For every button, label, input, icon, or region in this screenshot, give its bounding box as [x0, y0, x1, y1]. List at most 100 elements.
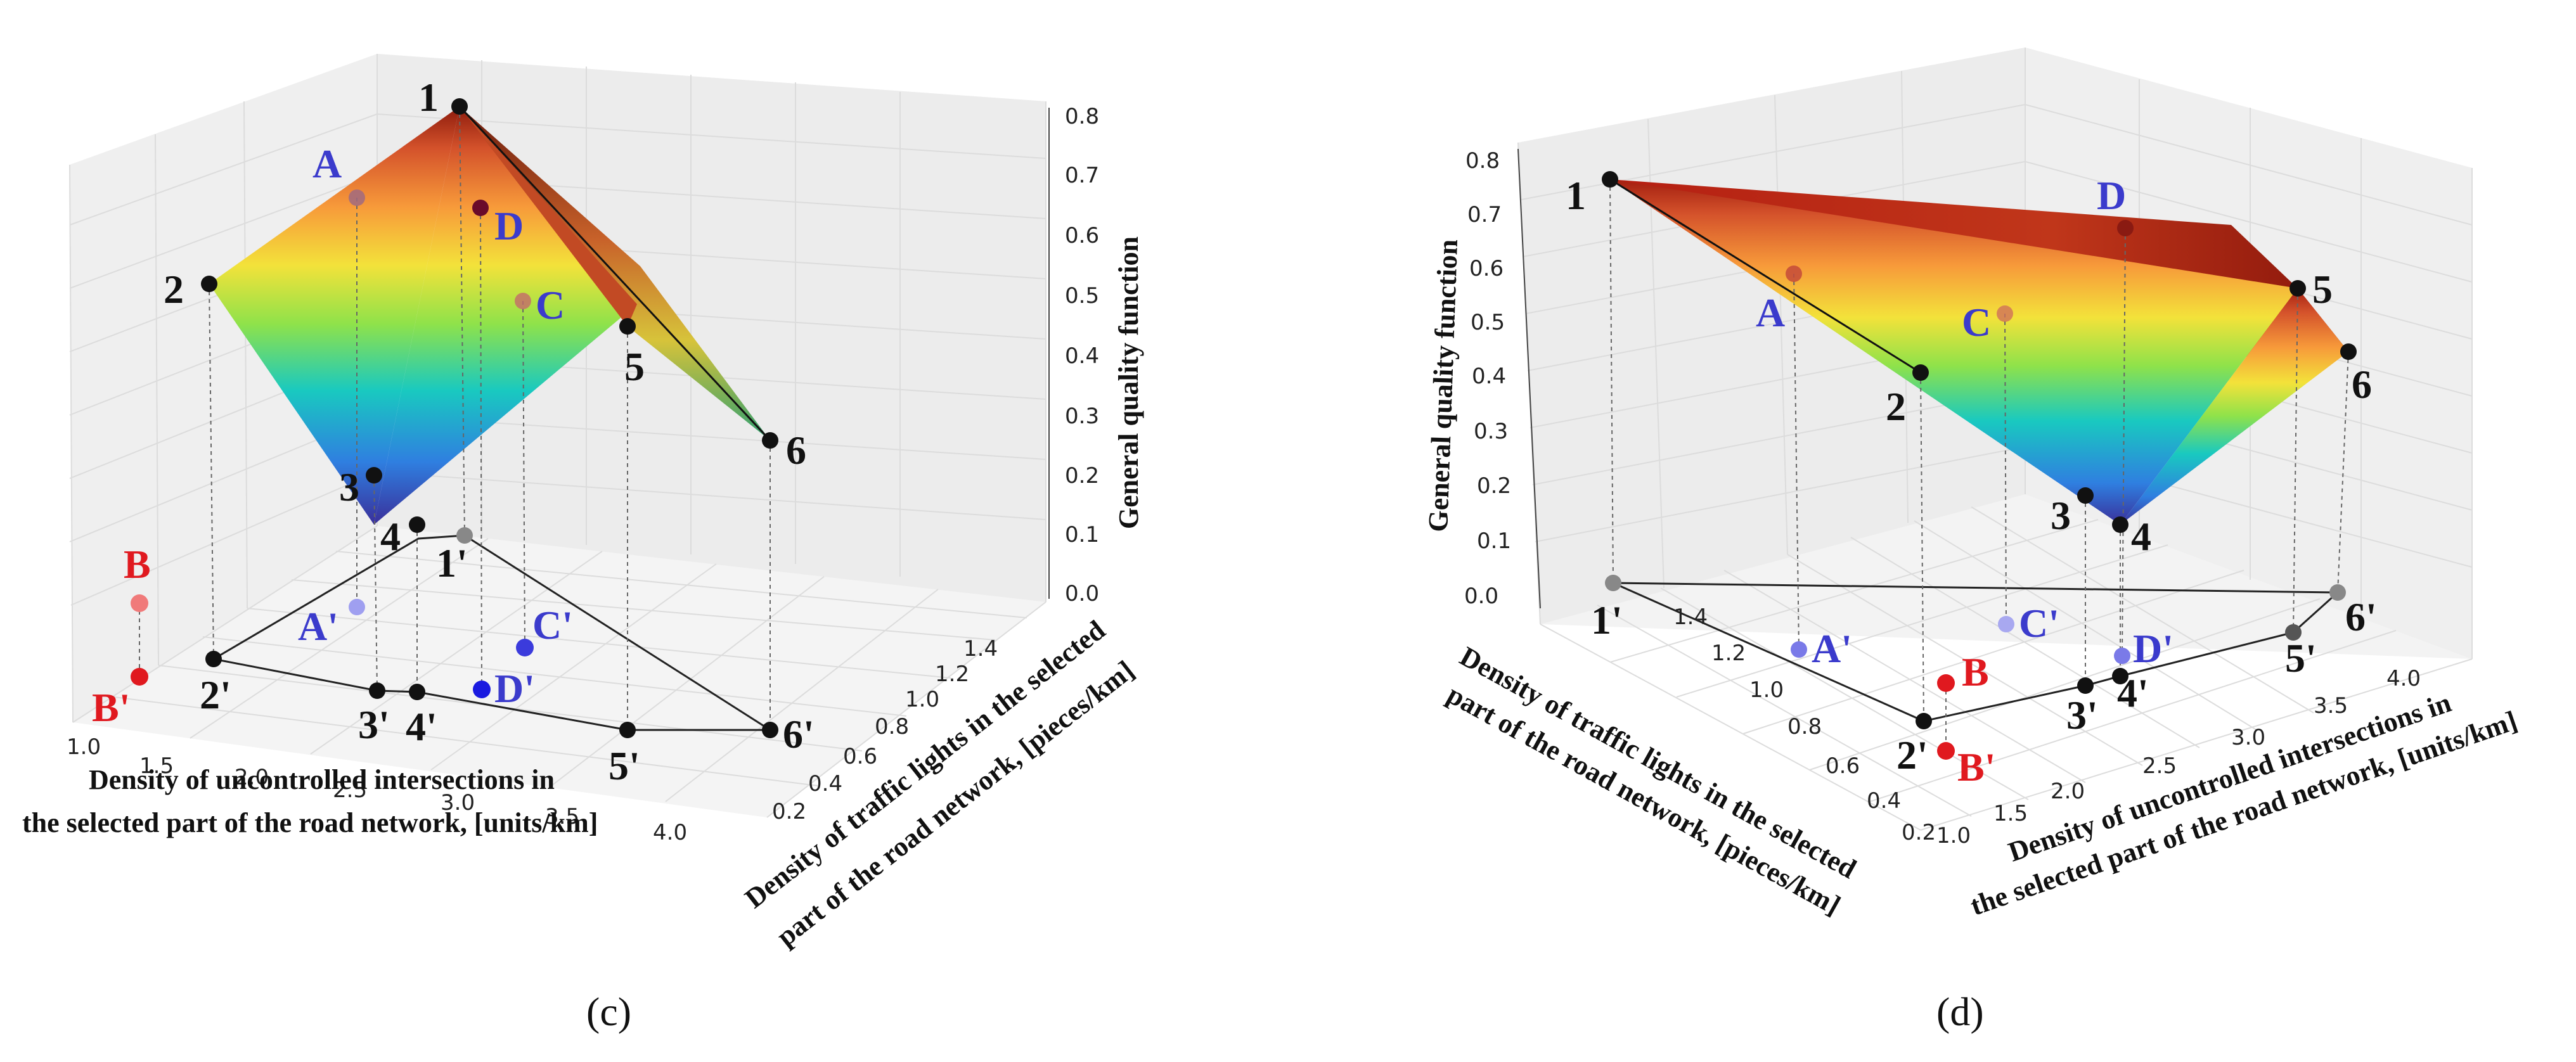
x-tick: 4.0 — [653, 820, 687, 845]
label-3prime: 3' — [358, 702, 390, 747]
panel-c-surface — [209, 105, 771, 525]
surface-point-2 — [1912, 364, 1929, 381]
z-tick: 0.1 — [1477, 528, 1511, 554]
surface-point-4 — [409, 516, 425, 533]
x-tick: 2.5 — [333, 777, 367, 803]
label-Cprime: C' — [2019, 601, 2059, 646]
surface-point-6 — [2340, 343, 2357, 360]
x-tick: 2.0 — [235, 765, 269, 790]
base-point-D — [473, 681, 491, 698]
panel-c-x-axis: 1.0 1.5 2.0 2.5 3.0 3.5 4.0 Density of u… — [22, 734, 687, 845]
panel-c-points — [201, 98, 778, 738]
base-point-C — [516, 639, 534, 656]
label-4prime: 4' — [2117, 670, 2149, 715]
panel-d-projections — [1609, 179, 2349, 751]
label-4: 4 — [2131, 514, 2151, 559]
z-tick: 0.5 — [1065, 283, 1099, 309]
label-6: 6 — [2352, 362, 2372, 407]
test-point-B — [1937, 674, 1955, 692]
label-C: C — [1962, 300, 1991, 345]
label-6: 6 — [786, 428, 806, 473]
base-point-B — [131, 668, 148, 686]
test-point-C — [515, 293, 531, 309]
label-C: C — [536, 283, 565, 328]
z-tick: 0.2 — [1477, 473, 1511, 499]
x-tick: 4.0 — [2386, 666, 2421, 691]
z-axis-label: General quality function — [1422, 239, 1464, 532]
label-2prime: 2' — [200, 672, 231, 717]
z-tick: 0.2 — [1065, 463, 1099, 489]
label-2prime: 2' — [1897, 733, 1928, 777]
surface-face — [1610, 179, 2298, 525]
label-5: 5 — [2312, 267, 2333, 312]
surface-face — [2120, 288, 2348, 525]
surface-point-1 — [451, 98, 468, 115]
z-tick: 0.3 — [1065, 404, 1099, 429]
label-1prime: 1' — [436, 541, 468, 585]
label-Dprime: D' — [494, 666, 535, 711]
label-1: 1 — [418, 75, 439, 120]
z-tick: 0.6 — [1065, 223, 1099, 248]
x-tick: 3.5 — [2314, 693, 2348, 719]
y-tick: 0.4 — [808, 771, 842, 796]
base-point-A — [349, 599, 365, 615]
x-tick: 2.0 — [2051, 779, 2085, 804]
label-1prime: 1' — [1591, 598, 1623, 643]
y-tick: 0.2 — [1902, 820, 1936, 845]
x-tick: 3.0 — [441, 790, 475, 816]
panel-d-surface — [1609, 178, 2348, 525]
z-tick: 0.1 — [1065, 522, 1099, 547]
label-D: D — [494, 203, 524, 248]
y-tick: 0.8 — [875, 714, 909, 739]
y-tick: 0.8 — [1787, 714, 1822, 739]
panel-d-labels: 1 2 3 4 5 6 1' 2' 3' 4' 5' 6' A A' B B' … — [1566, 173, 2377, 790]
base-point-3 — [369, 682, 385, 699]
label-3: 3 — [339, 464, 359, 509]
label-Bprime: B' — [92, 685, 130, 730]
surface-point-5 — [2289, 280, 2306, 297]
y-tick: 1.0 — [1749, 677, 1784, 703]
panel-label-d: (d) — [1936, 989, 1984, 1034]
label-A: A — [312, 141, 342, 186]
label-Bprime: B' — [1957, 745, 1995, 790]
z-tick: 0.6 — [1469, 256, 1504, 281]
y-tick: 0.6 — [1826, 753, 1860, 779]
base-point-B — [1937, 742, 1955, 760]
base-point-1 — [1605, 575, 1621, 591]
z-tick: 0.3 — [1474, 419, 1508, 444]
panel-c-labels: 1 2 3 4 5 6 1' 2' 3' 4' 5' 6' A A' B B' … — [92, 75, 815, 788]
x-tick: 1.0 — [1936, 823, 1971, 848]
x-axis-label-line2: the selected part of the road network, [… — [22, 807, 598, 838]
surface-point-5 — [619, 318, 636, 335]
x-tick: 2.5 — [2142, 753, 2177, 779]
surface-point-3 — [366, 467, 382, 483]
base-point-3 — [2077, 677, 2094, 694]
panel-d-y-axis: 0.2 0.4 0.6 0.8 1.0 1.2 1.4 Density of t… — [1442, 605, 1936, 921]
base-point-6 — [762, 722, 778, 738]
label-Dprime: D' — [2133, 626, 2174, 671]
y-tick: 1.2 — [935, 662, 969, 687]
label-3: 3 — [2051, 493, 2071, 538]
z-tick: 0.4 — [1065, 343, 1099, 369]
z-tick: 0.7 — [1065, 163, 1099, 188]
label-3prime: 3' — [2066, 693, 2098, 738]
panel-c: 0.0 0.1 0.2 0.3 0.4 0.5 0.6 0.7 0.8 Gene… — [22, 54, 1144, 1034]
z-tick: 0.5 — [1471, 310, 1505, 335]
label-B: B — [124, 542, 151, 587]
z-tick: 0.4 — [1472, 364, 1506, 389]
panel-c-test-points — [131, 189, 534, 698]
label-2: 2 — [1886, 384, 1906, 429]
panel-c-z-axis: 0.0 0.1 0.2 0.3 0.4 0.5 0.6 0.7 0.8 Gene… — [1048, 104, 1144, 606]
x-tick: 1.5 — [139, 753, 174, 779]
y-tick: 0.4 — [1867, 788, 1901, 814]
base-point-D — [2114, 648, 2130, 664]
base-point-5 — [2285, 624, 2302, 641]
test-point-D — [2117, 220, 2134, 236]
z-tick: 0.7 — [1467, 202, 1502, 227]
z-tick: 0.8 — [1465, 148, 1500, 174]
panel-d: 0.0 0.1 0.2 0.3 0.4 0.5 0.6 0.7 0.8 Gene… — [1422, 48, 2521, 1034]
panel-d-x-axis: 1.0 1.5 2.0 2.5 3.0 3.5 4.0 Density of u… — [1936, 666, 2521, 921]
y-tick: 0.6 — [843, 744, 877, 769]
y-tick: 1.4 — [963, 636, 998, 662]
z-tick: 0.8 — [1065, 104, 1099, 129]
